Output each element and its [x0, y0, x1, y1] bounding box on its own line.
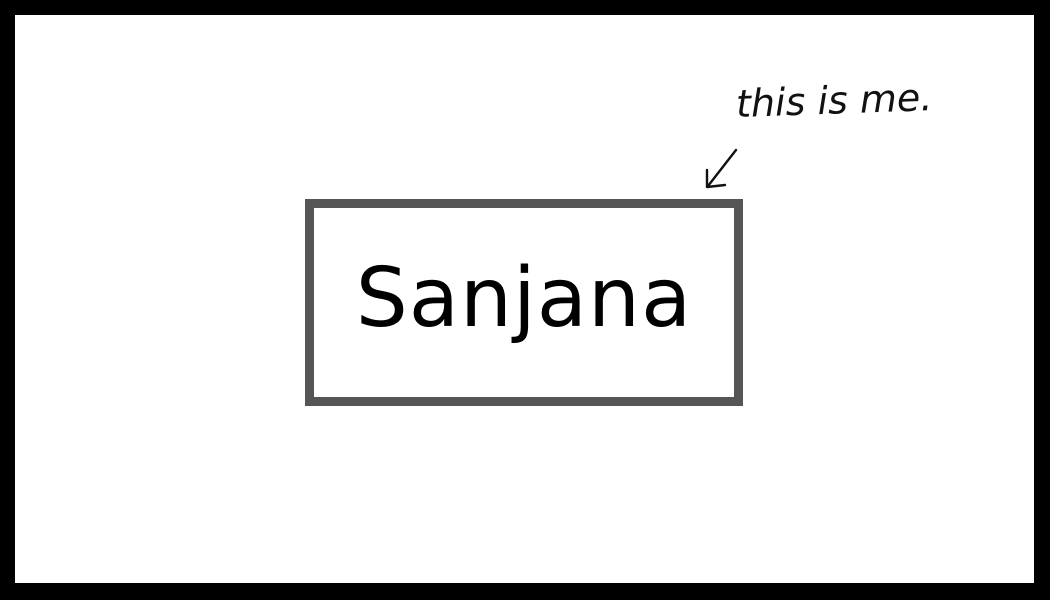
card-canvas: Sanjana this is me.	[15, 15, 1034, 583]
arrow-pointing-down-left-icon	[705, 148, 738, 189]
name-box: Sanjana	[305, 199, 743, 406]
name-label: Sanjana	[355, 250, 693, 346]
annotation-label: this is me.	[735, 75, 933, 126]
